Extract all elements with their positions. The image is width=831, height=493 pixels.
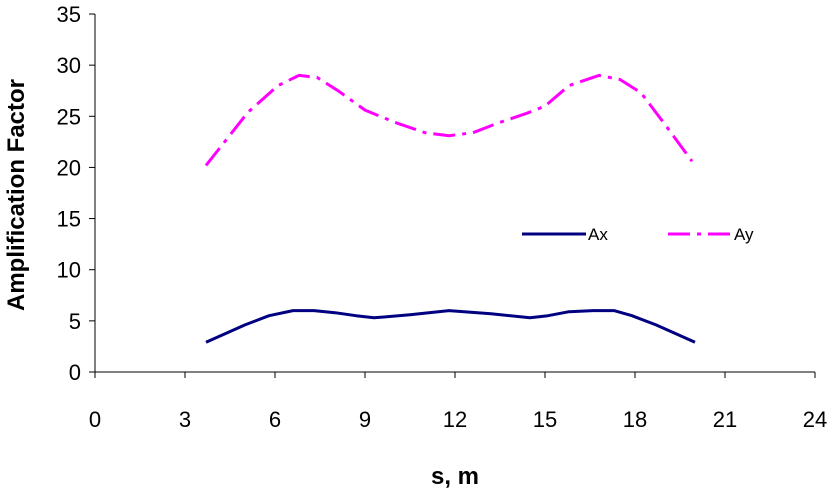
y-tick-label: 20 — [57, 155, 81, 180]
legend-label-ay: Ay — [734, 225, 754, 244]
x-tick-label: 18 — [623, 407, 647, 432]
series-line-ax — [205, 309, 696, 344]
y-tick-label: 5 — [69, 309, 81, 334]
x-tick-label: 9 — [359, 407, 371, 432]
x-tick-label: 24 — [803, 407, 827, 432]
series-layer — [204, 73, 696, 344]
x-axis-title: s, m — [431, 463, 479, 490]
y-tick-label: 30 — [57, 53, 81, 78]
legend: Ax Ay — [522, 225, 754, 244]
y-tick-label: 10 — [57, 258, 81, 283]
y-tick-label: 25 — [57, 104, 81, 129]
x-tick-label: 6 — [269, 407, 281, 432]
y-tick-label: 35 — [57, 2, 81, 27]
y-axis-title: Amplification Factor — [3, 79, 30, 311]
axes: 0 5 10 15 20 25 30 35 0 3 6 9 12 15 18 21 24 — [57, 2, 828, 432]
x-tick-label: 15 — [533, 407, 557, 432]
x-tick-label: 12 — [443, 407, 467, 432]
legend-label-ax: Ax — [588, 225, 608, 244]
series-line-ay — [204, 73, 694, 167]
y-tick-label: 15 — [57, 207, 81, 232]
y-tick-label: 0 — [69, 360, 81, 385]
x-tick-label: 3 — [179, 407, 191, 432]
x-tick-label: 21 — [713, 407, 737, 432]
x-tick-label: 0 — [89, 407, 101, 432]
